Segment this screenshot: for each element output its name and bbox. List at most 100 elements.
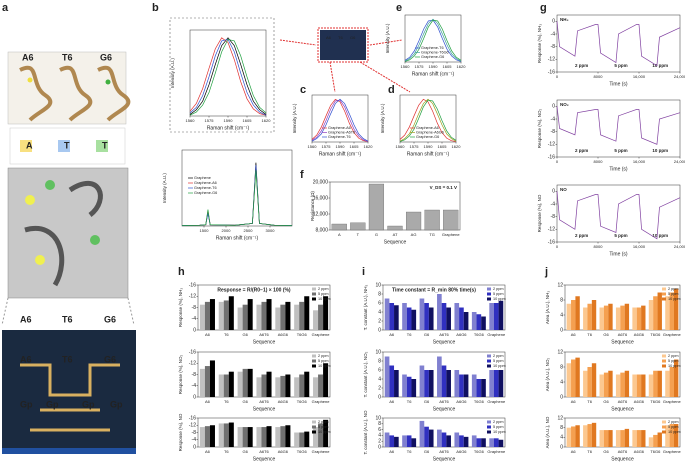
legend-swatch (487, 297, 491, 301)
legend-swatch (487, 364, 491, 368)
y-axis-label: Response (%), NH₃ (537, 24, 542, 64)
x-tick-label: A6T6 (439, 399, 449, 404)
legend-label: Graphene-T6 (421, 46, 444, 50)
y-tick-label: 0 (193, 444, 196, 450)
bar (446, 435, 451, 447)
bar (441, 303, 447, 330)
x-tick-label: 0 (556, 74, 559, 79)
bar (419, 365, 425, 397)
helix (59, 65, 93, 122)
annotation: 2 ppm (575, 233, 588, 238)
x-tick-label: A6T6 (259, 332, 269, 337)
bar (476, 314, 482, 330)
bar (471, 374, 477, 397)
y-axis-label: Area (A.U.), NO₂ (545, 358, 550, 392)
x-tick-label: T (357, 232, 360, 237)
bar (318, 423, 324, 447)
bar (653, 370, 658, 397)
bar (603, 430, 609, 447)
bar (294, 432, 300, 447)
y-tick-label: -16 (189, 415, 196, 421)
y-tick-label: -12 (548, 227, 555, 233)
x-axis-label: Raman shift (cm⁻¹) (412, 71, 455, 77)
x-tick-label: A6G6 (634, 332, 645, 337)
bar (204, 301, 210, 330)
bar (591, 422, 597, 447)
y-tick-label: -8 (551, 129, 556, 135)
bar (294, 304, 300, 330)
diagram-label: G6 (104, 314, 116, 324)
bar (615, 307, 621, 330)
y-tick-label: -4 (192, 383, 197, 389)
line-series (189, 38, 267, 116)
x-tick-label: Graphene (312, 449, 331, 454)
x-tick-label: 1620 (262, 118, 272, 123)
legend-swatch (312, 359, 316, 363)
bar (389, 435, 395, 447)
bar (228, 422, 234, 447)
annotation: 10 ppm (652, 233, 668, 238)
bar (304, 371, 310, 397)
legend-swatch (662, 287, 666, 291)
y-tick-label: -8 (192, 430, 197, 436)
x-tick-label: T6G6 (650, 399, 661, 404)
bar (275, 427, 281, 447)
legend-label: 2 ppm (493, 287, 504, 291)
legend-label: Graphene-T6 (194, 186, 217, 190)
y-tick-label: -12 (189, 294, 196, 300)
bar (665, 425, 670, 447)
bar (653, 296, 658, 330)
x-tick-label: 1620 (452, 144, 462, 149)
x-tick-label: G6 (242, 332, 248, 337)
line-series (399, 98, 457, 142)
legend-label: Graphene-T6 (328, 135, 351, 139)
chart: Raman shift (cm⁻¹) Intensity (A.U.) 1560 15… (380, 94, 462, 157)
x-tick-label: 16,000 (633, 244, 646, 249)
bar (599, 374, 604, 397)
bar (223, 374, 229, 397)
bar (636, 430, 642, 447)
y-axis-label: Area (A.U.), NO (545, 416, 550, 448)
x-tick-label: 1590 (429, 64, 439, 69)
bar (463, 374, 469, 397)
bar (411, 379, 417, 397)
legend-swatch (312, 425, 316, 429)
x-axis-label: Sequence (433, 339, 456, 345)
line-series (404, 19, 462, 62)
x-tick-label: T6 (407, 399, 412, 404)
x-tick-label: A6 (571, 332, 577, 337)
y-tick-label: -12 (189, 361, 196, 367)
x-tick-label: T6G6 (650, 449, 661, 454)
bar (476, 438, 482, 447)
bar (669, 367, 674, 397)
bar (648, 374, 654, 397)
bar (266, 299, 272, 330)
x-tick-label: 16,000 (633, 159, 646, 164)
bar (228, 371, 234, 397)
bar (313, 377, 319, 397)
bar (575, 357, 580, 397)
x-tick-label: 1590 (224, 118, 234, 123)
bar (608, 303, 613, 330)
bar (428, 370, 434, 397)
bar (285, 374, 291, 397)
legend-swatch (662, 292, 666, 296)
diagram-label: T6 (338, 35, 343, 40)
y-axis-label: Area (A.U.), NH₃ (545, 291, 550, 325)
bar (571, 426, 576, 447)
bar (424, 426, 429, 447)
y-tick-label: -8 (551, 44, 556, 50)
y-tick-label: 8 (378, 421, 381, 427)
legend-label: 10 ppm (493, 297, 506, 301)
x-tick-label: A6G6 (278, 399, 289, 404)
x-tick-label: G6 (242, 449, 248, 454)
bar (665, 370, 670, 397)
y-tick-label: 0 (560, 327, 563, 333)
bar (424, 209, 440, 231)
legend-label: 5 ppm (318, 292, 329, 296)
panel-label: d (388, 84, 395, 96)
chart: 0 -4 -8 -12 -16 Time (s) Response (%), NO₂ NO₂ 2… (537, 99, 685, 172)
bar (402, 374, 407, 397)
dot (45, 180, 55, 190)
